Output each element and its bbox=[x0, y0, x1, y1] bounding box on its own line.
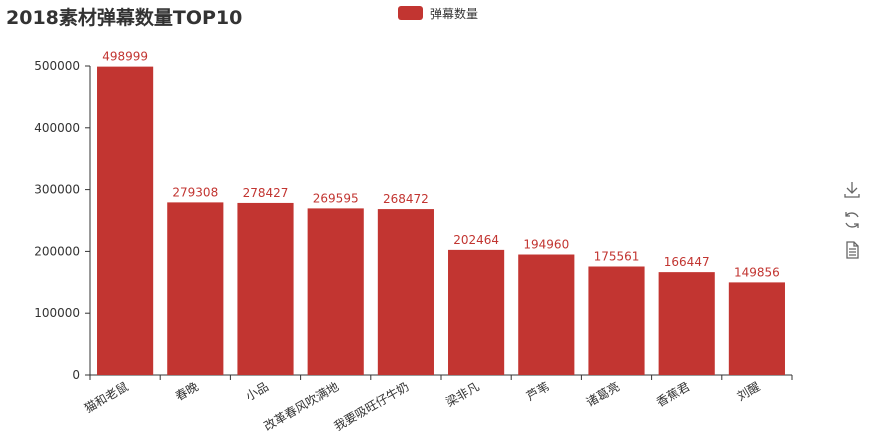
data-labels: 498999 279308 278427 269595 268472 202464 1949… bbox=[102, 50, 780, 280]
y-tick-label: 100000 bbox=[34, 306, 80, 320]
legend[interactable]: 弹幕数量 bbox=[398, 6, 478, 21]
data-label: 269595 bbox=[313, 191, 359, 205]
x-tick-label: 春晚 bbox=[173, 379, 201, 403]
refresh-icon[interactable] bbox=[842, 210, 862, 230]
data-label: 149856 bbox=[734, 265, 780, 279]
y-tick-label: 500000 bbox=[34, 59, 80, 73]
x-tick-label: 芦苇 bbox=[524, 379, 552, 403]
chart-title: 2018素材弹幕数量TOP10 bbox=[6, 6, 242, 29]
bar[interactable] bbox=[658, 272, 715, 375]
y-tick-label: 0 bbox=[72, 368, 80, 382]
y-tick-label: 200000 bbox=[34, 244, 80, 258]
bar[interactable] bbox=[377, 209, 434, 375]
y-tick-label: 300000 bbox=[34, 183, 80, 197]
data-label: 202464 bbox=[453, 233, 499, 247]
bar[interactable] bbox=[167, 202, 224, 375]
data-label: 279308 bbox=[172, 185, 218, 199]
download-icon[interactable] bbox=[842, 180, 862, 200]
data-label: 278427 bbox=[243, 186, 289, 200]
bar[interactable] bbox=[307, 208, 364, 375]
data-label: 498999 bbox=[102, 50, 148, 64]
bar[interactable] bbox=[518, 254, 575, 375]
x-tick-label: 梁非凡 bbox=[443, 379, 482, 410]
bar[interactable] bbox=[588, 266, 645, 375]
bar[interactable] bbox=[97, 66, 154, 375]
x-tick-label: 香蕉君 bbox=[654, 379, 692, 409]
x-tick-label: 猫和老鼠 bbox=[82, 379, 131, 415]
data-view-icon[interactable] bbox=[842, 240, 862, 260]
legend-swatch[interactable] bbox=[398, 6, 423, 20]
x-tick-label: 改革春风吹满地 bbox=[261, 379, 341, 433]
data-label: 166447 bbox=[664, 255, 710, 269]
x-tick-label: 小品 bbox=[243, 379, 271, 403]
bars bbox=[97, 66, 785, 375]
y-tick-label: 400000 bbox=[34, 121, 80, 135]
legend-label[interactable]: 弹幕数量 bbox=[430, 6, 478, 21]
y-axis: 0 100000 200000 300000 400000 500000 bbox=[34, 59, 91, 382]
bar[interactable] bbox=[237, 202, 294, 375]
bar[interactable] bbox=[728, 282, 785, 375]
data-label: 268472 bbox=[383, 192, 429, 206]
bar[interactable] bbox=[448, 249, 505, 375]
x-tick-label: 诸葛亮 bbox=[583, 379, 622, 410]
data-label: 175561 bbox=[594, 250, 640, 264]
x-tick-label: 刘醒 bbox=[735, 379, 763, 403]
x-tick-label: 我要吸旺仔牛奶 bbox=[331, 379, 411, 434]
data-label: 194960 bbox=[523, 238, 569, 252]
